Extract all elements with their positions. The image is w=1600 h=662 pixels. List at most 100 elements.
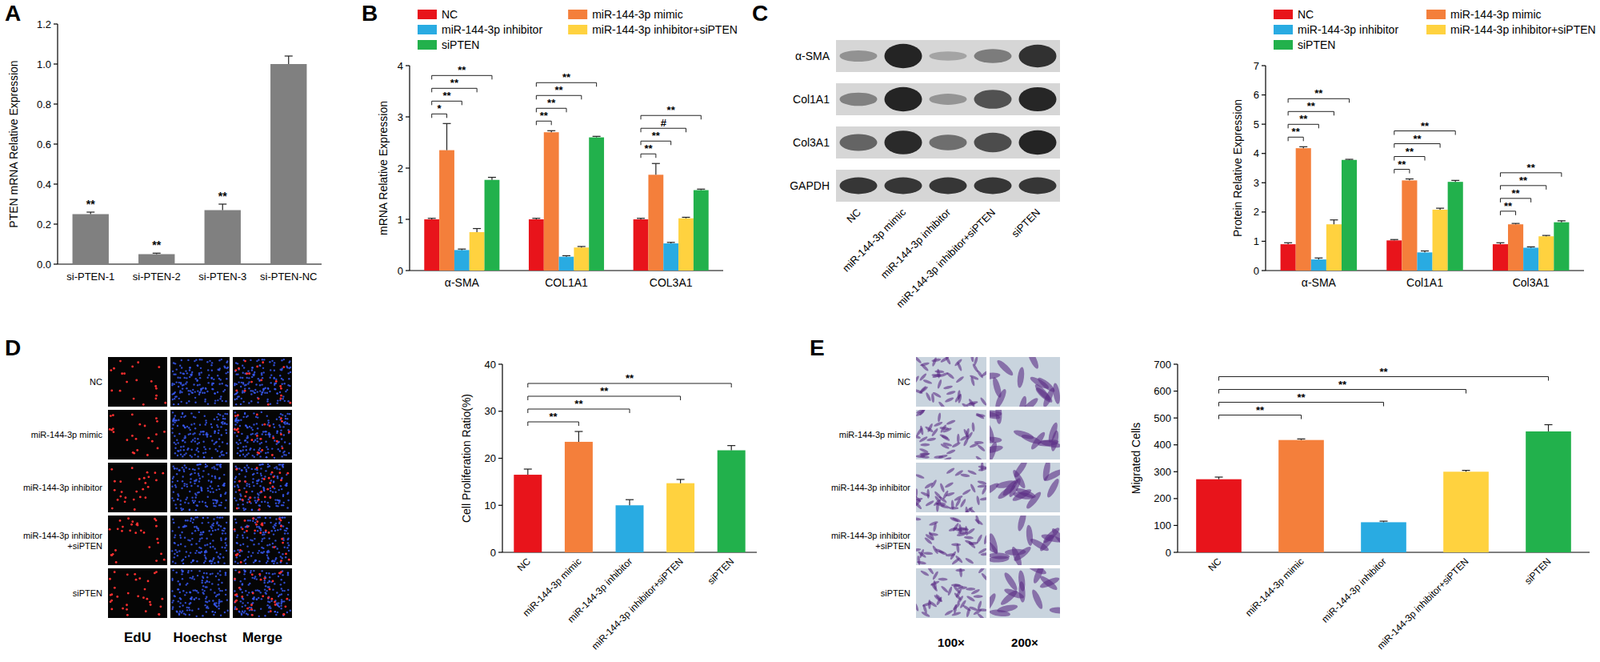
nucleus	[271, 560, 273, 562]
nucleus	[175, 380, 177, 383]
nucleus	[286, 506, 288, 508]
figure: A0.00.20.40.60.81.01.2PTEN mRNA Relative…	[0, 0, 1600, 662]
edu-nucleus	[252, 516, 255, 520]
edu-nucleus	[266, 488, 269, 491]
nucleus	[265, 445, 268, 448]
significance: **	[644, 142, 653, 155]
nucleus	[246, 426, 248, 428]
nucleus	[180, 416, 182, 418]
nucleus	[183, 372, 185, 375]
nucleus	[224, 421, 226, 424]
panel-3: D010203040Cell Proliferation Ratio(%)NCm…	[4, 335, 757, 652]
x-tick-label: siPTEN	[1522, 555, 1554, 587]
nucleus	[280, 556, 283, 559]
nucleus	[259, 484, 261, 487]
nucleus	[204, 398, 206, 400]
nucleus	[185, 591, 188, 593]
nucleus	[216, 399, 219, 401]
nucleus	[278, 424, 280, 426]
nucleus	[240, 397, 243, 400]
edu-nucleus	[160, 597, 164, 600]
nucleus	[218, 455, 220, 457]
nucleus	[196, 526, 198, 528]
nucleus	[245, 424, 248, 427]
error-cap	[1405, 178, 1414, 180]
nucleus	[280, 428, 282, 431]
nucleus	[244, 424, 247, 426]
edu-nucleus	[260, 379, 263, 382]
blot-band	[1018, 87, 1056, 112]
y-tick	[1173, 390, 1178, 392]
edu-nucleus	[126, 572, 129, 576]
edu-nucleus	[119, 495, 122, 498]
nucleus	[173, 467, 176, 469]
micrograph	[170, 462, 230, 512]
nucleus	[211, 523, 213, 525]
nucleus	[176, 588, 179, 590]
nucleus	[278, 416, 280, 418]
nucleus	[288, 367, 290, 369]
nucleus	[204, 604, 206, 606]
nucleus	[211, 474, 213, 476]
error-bar	[578, 431, 580, 442]
nucleus	[236, 441, 238, 444]
legend-label: miR-144-3p inhibitor	[441, 23, 543, 36]
nucleus	[285, 365, 288, 368]
nucleus	[181, 384, 184, 386]
nucleus	[259, 389, 261, 392]
edu-nucleus	[280, 479, 283, 482]
nucleus	[192, 439, 194, 441]
nucleus	[225, 549, 228, 552]
bar	[1523, 247, 1539, 271]
error-cap	[636, 217, 645, 219]
edu-nucleus	[240, 560, 243, 564]
nucleus	[184, 601, 187, 604]
nucleus	[175, 419, 177, 421]
nucleus	[250, 389, 252, 392]
nucleus	[180, 448, 182, 451]
nucleus	[184, 593, 186, 596]
nucleus	[270, 381, 272, 384]
bar	[1432, 209, 1448, 271]
nucleus	[220, 524, 222, 527]
nucleus	[287, 538, 289, 540]
nucleus	[244, 466, 246, 468]
nucleus	[204, 600, 207, 602]
nucleus	[215, 575, 217, 577]
edu-nucleus	[120, 372, 124, 375]
panel-label: B	[361, 0, 378, 26]
nucleus	[181, 412, 184, 414]
nucleus	[222, 453, 224, 456]
nucleus	[260, 411, 263, 413]
edu-nucleus	[157, 612, 160, 616]
edu-nucleus	[264, 528, 268, 532]
nucleus	[184, 452, 187, 454]
blot-band	[884, 44, 922, 68]
nucleus	[179, 389, 181, 392]
significance: **	[574, 397, 584, 410]
nucleus	[211, 369, 213, 372]
edu-nucleus	[160, 552, 163, 555]
nucleus	[177, 449, 180, 452]
error-cap	[524, 468, 532, 469]
nucleus	[180, 507, 182, 509]
x-tick-label: miR-144-3p inhibitor+siPTEN	[1375, 555, 1472, 652]
error-bar	[628, 499, 630, 505]
y-tick	[405, 64, 410, 66]
nucleus	[255, 383, 257, 385]
nucleus	[243, 487, 245, 489]
edu-images: NCmiR-144-3p mimicmiR-144-3p inhibitormi…	[23, 356, 292, 645]
nucleus	[223, 365, 225, 368]
nucleus	[263, 488, 265, 491]
nucleus	[236, 533, 239, 536]
nucleus	[200, 532, 203, 535]
edu-nucleus	[150, 380, 153, 383]
nucleus	[286, 421, 288, 424]
nucleus	[276, 591, 278, 593]
y-tick-label: 30	[484, 404, 496, 417]
nucleus	[192, 392, 194, 394]
nucleus	[175, 485, 177, 488]
nucleus	[260, 383, 263, 385]
nucleus	[267, 549, 269, 552]
nucleus	[245, 448, 248, 451]
